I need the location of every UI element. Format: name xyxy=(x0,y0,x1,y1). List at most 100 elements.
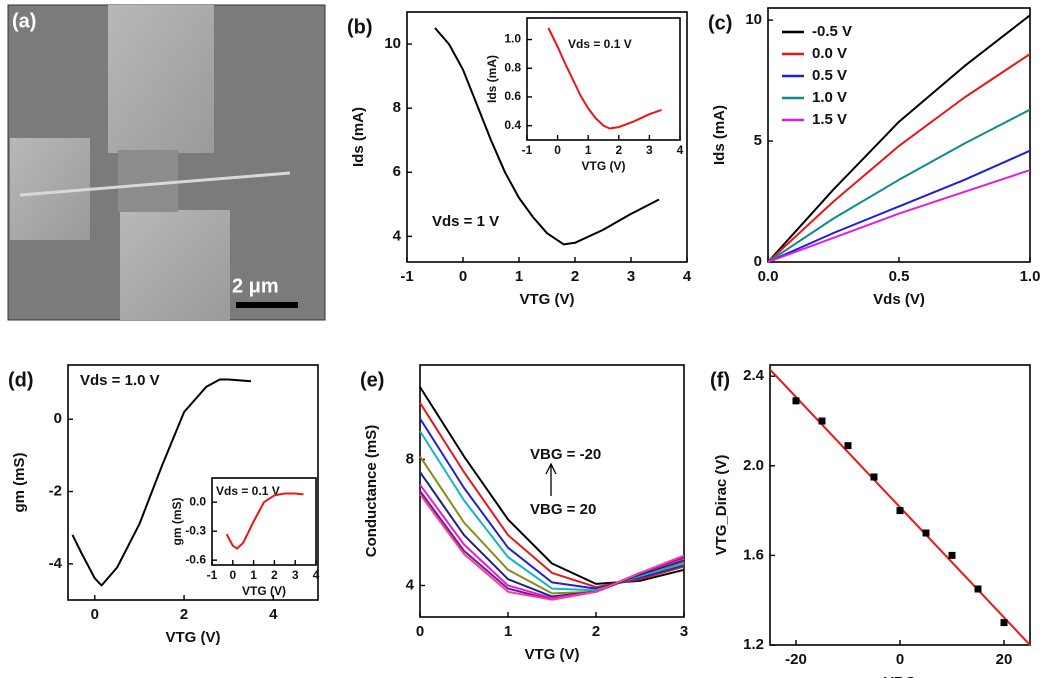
y-tick-label: 1.6 xyxy=(743,546,764,563)
y-tick-label: 1.0 xyxy=(504,32,521,46)
channel xyxy=(118,150,178,212)
electrode xyxy=(120,210,230,320)
y-tick-label: 1.2 xyxy=(743,636,764,653)
y-tick-label: 2.0 xyxy=(743,457,764,474)
y-tick-label: 5 xyxy=(754,132,762,149)
legend-label: 1.5 V xyxy=(812,111,847,128)
y-tick-label: -4 xyxy=(49,555,63,572)
x-tick-label: 0 xyxy=(416,623,424,640)
annotation: Vds = 1 V xyxy=(432,213,499,230)
y-tick-label: 0.0 xyxy=(189,494,206,508)
x-axis-label: VTG (V) xyxy=(242,584,286,598)
x-tick-label: 4 xyxy=(313,568,320,582)
x-tick-label: 0 xyxy=(91,606,99,623)
data-point xyxy=(896,507,904,515)
y-tick-label: 10 xyxy=(745,11,762,28)
panel-label: (f) xyxy=(710,369,730,391)
legend-label: 0.0 V xyxy=(812,45,847,62)
x-tick-label: 3 xyxy=(646,143,653,157)
x-tick-label: 1 xyxy=(504,623,512,640)
nanowire xyxy=(19,171,291,197)
data-line xyxy=(767,149,1031,263)
data-line xyxy=(434,27,660,246)
x-tick-label: 3 xyxy=(292,568,299,582)
y-axis-label: Ids (mA) xyxy=(711,105,728,165)
x-tick-label: -1 xyxy=(522,143,533,157)
x-tick-label: 1 xyxy=(585,143,592,157)
scale-bar xyxy=(236,302,298,308)
panel-label: (a) xyxy=(12,10,36,32)
y-tick-label: 0.8 xyxy=(504,60,521,74)
x-axis-label: VTG (V) xyxy=(582,159,626,173)
annotation-arrow xyxy=(545,462,557,496)
data-line xyxy=(419,493,685,601)
data-line xyxy=(419,430,685,592)
data-line xyxy=(419,471,685,598)
data-line xyxy=(419,402,685,589)
data-line xyxy=(71,378,252,587)
x-axis-label: VTG (V) xyxy=(166,629,221,646)
x-tick-label: 1.0 xyxy=(1020,268,1041,285)
x-tick-label: 20 xyxy=(996,651,1013,668)
y-axis-label: gm (mS) xyxy=(170,497,184,545)
annotation: Vds = 0.1 V xyxy=(216,484,280,498)
x-axis-label: VTG (V) xyxy=(525,646,580,663)
scale-bar-label: 2 μm xyxy=(232,275,279,297)
y-tick-label: -0.6 xyxy=(185,552,206,566)
y-axis-label: Conductance (mS) xyxy=(363,425,380,558)
y-tick-label: 2.4 xyxy=(743,367,765,384)
data-line xyxy=(419,386,685,585)
y-axis-label: Ids (mA) xyxy=(485,55,499,103)
x-tick-label: 3 xyxy=(680,623,688,640)
x-tick-label: -20 xyxy=(785,651,807,668)
panel-label: (e) xyxy=(360,369,384,391)
x-tick-label: 2 xyxy=(615,143,622,157)
data-point xyxy=(792,397,800,405)
data-point xyxy=(844,442,852,450)
panel-label: (b) xyxy=(347,16,373,38)
plot-frame xyxy=(526,17,681,141)
data-point xyxy=(870,473,878,481)
annotation: Vds = 0.1 V xyxy=(568,37,632,51)
x-tick-label: 1 xyxy=(515,268,523,285)
data-line xyxy=(225,492,304,550)
y-tick-label: 0.6 xyxy=(504,89,521,103)
annotation: VBG = 20 xyxy=(530,501,596,518)
y-tick-label: 4 xyxy=(393,227,402,244)
legend-label: -0.5 V xyxy=(812,23,852,40)
y-tick-label: 0.4 xyxy=(504,118,521,132)
y-tick-label: 4 xyxy=(406,576,415,593)
data-line xyxy=(767,108,1031,263)
x-tick-label: 4 xyxy=(683,268,692,285)
x-tick-label: 2 xyxy=(571,268,579,285)
x-axis-label: Vds (V) xyxy=(873,291,925,308)
plot-frame xyxy=(211,477,317,566)
panel-label: (d) xyxy=(8,369,34,391)
panel-label: (c) xyxy=(708,12,732,34)
electrode xyxy=(108,5,214,153)
x-tick-label: 0 xyxy=(896,651,904,668)
y-tick-label: -0.3 xyxy=(185,523,206,537)
annotation: Vds = 1.0 V xyxy=(80,372,160,389)
plot-frame xyxy=(406,11,688,263)
plot-frame xyxy=(67,364,319,601)
y-axis-label: gm (mS) xyxy=(11,452,28,512)
data-line xyxy=(767,169,1031,263)
data-point xyxy=(948,551,956,559)
x-axis-label: VTG (V) xyxy=(520,291,575,308)
x-tick-label: -1 xyxy=(400,268,413,285)
data-line xyxy=(419,417,685,590)
x-tick-label: 4 xyxy=(269,606,278,623)
y-axis-label: Ids (mA) xyxy=(350,107,367,167)
y-tick-label: 10 xyxy=(384,35,401,52)
x-tick-label: 2 xyxy=(592,623,600,640)
y-tick-label: -2 xyxy=(49,483,62,500)
data-point xyxy=(818,417,826,425)
y-tick-label: 0 xyxy=(54,410,62,427)
sem-image: (a) 2 μm xyxy=(7,4,326,321)
y-tick-label: 6 xyxy=(393,163,401,180)
x-tick-label: 0 xyxy=(554,143,561,157)
annotation: VBG = -20 xyxy=(530,446,601,463)
legend-label: 0.5 V xyxy=(812,67,847,84)
